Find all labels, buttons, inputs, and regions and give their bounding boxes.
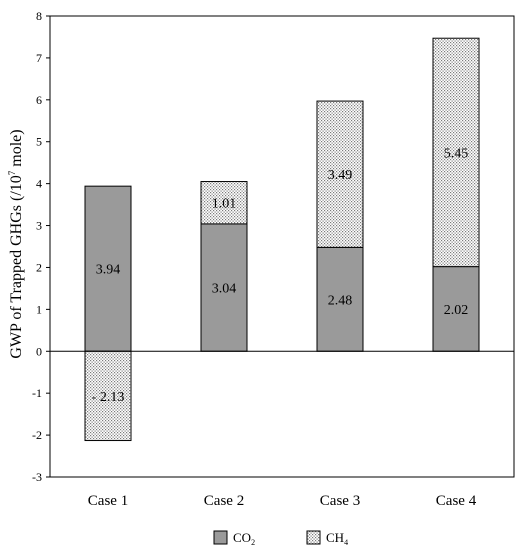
data-label-co2-4: 2.02 xyxy=(444,303,469,318)
bar-ch4-2 xyxy=(200,181,248,225)
y-tick-label: 8 xyxy=(36,9,42,23)
legend-swatch-co2 xyxy=(213,530,228,545)
y-tick-label: 6 xyxy=(36,93,42,107)
data-label-ch4-4: 5.45 xyxy=(444,146,469,161)
y-tick-label: -2 xyxy=(32,428,42,442)
data-label-ch4-2: 1.01 xyxy=(212,197,237,212)
y-tick-label: 3 xyxy=(36,219,42,233)
y-tick-label: 5 xyxy=(36,135,42,149)
category-label: Case 2 xyxy=(204,493,244,509)
y-axis-title: GWP of Trapped GHGs (/107 mole) xyxy=(7,129,25,358)
legend: CO2 CH4 xyxy=(213,530,348,547)
legend-label-ch4: CH4 xyxy=(326,530,348,547)
plot-frame xyxy=(49,15,515,478)
category-label: Case 3 xyxy=(320,493,360,509)
y-tick-label: 7 xyxy=(36,51,42,65)
category-label: Case 4 xyxy=(436,493,477,509)
y-tick-label: -1 xyxy=(32,386,42,400)
y-tick-label: 1 xyxy=(36,302,42,316)
plot-area: -3 -2 -1 0 1 2 3 4 5 6 7 8 3.94 - 2.13 Case 1 3.04 1.01 C… xyxy=(32,9,515,509)
data-label-ch4-3: 3.49 xyxy=(328,168,353,183)
bar-ch4-4 xyxy=(432,37,480,268)
y-tick-label: 4 xyxy=(36,177,42,191)
bar-co2-3 xyxy=(316,246,364,352)
legend-swatch-ch4 xyxy=(306,530,321,545)
bar-ch4-3 xyxy=(316,100,364,248)
data-label-co2-2: 3.04 xyxy=(212,282,237,297)
category-label: Case 1 xyxy=(88,493,128,509)
legend-label-co2: CO2 xyxy=(233,530,255,547)
bar-co2-4 xyxy=(432,266,480,352)
y-tick-label: 2 xyxy=(36,260,42,274)
data-label-co2-3: 2.48 xyxy=(328,293,353,308)
data-label-co2-1: 3.94 xyxy=(96,263,121,278)
y-tick-label: -3 xyxy=(32,470,42,484)
y-tick-label: 0 xyxy=(36,344,42,358)
data-label-ch4-1: - 2.13 xyxy=(92,390,125,405)
